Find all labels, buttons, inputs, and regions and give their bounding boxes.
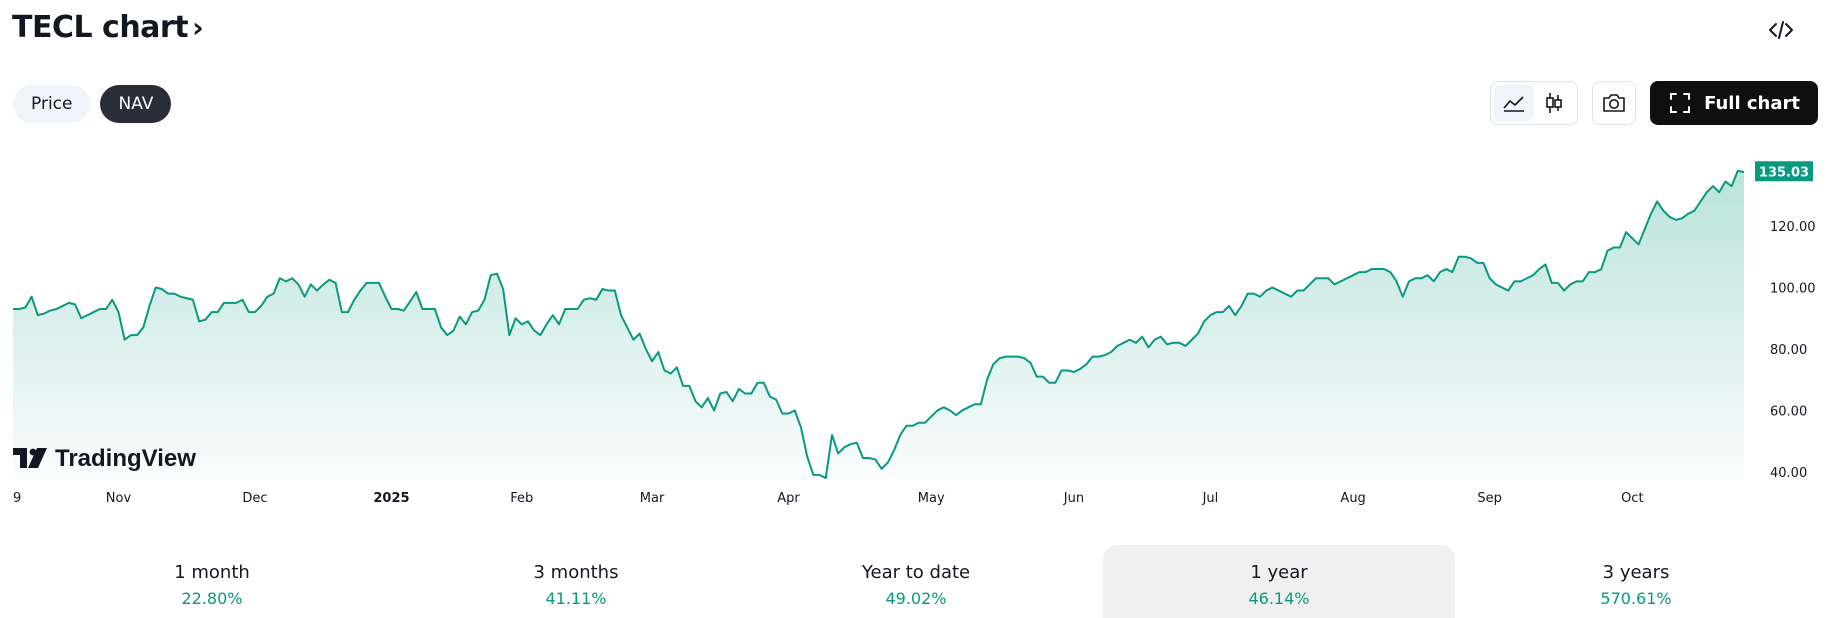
series-line (13, 169, 1745, 479)
candles-style-button[interactable] (1534, 85, 1574, 121)
last-value-badge (1755, 161, 1813, 182)
page-title: TECL chart (12, 10, 189, 45)
data-source-toggle: Price NAV (13, 85, 172, 123)
tab-3-years[interactable]: 3 years 570.61% (1460, 545, 1812, 618)
tradingview-logo[interactable]: TradingView (13, 445, 196, 472)
y-tick-label: 120.00 (1770, 220, 1816, 235)
tab-1-year[interactable]: 1 year 46.14% (1103, 545, 1455, 618)
y-tick-label: 40.00 (1770, 466, 1807, 481)
tradingview-logo-icon (13, 448, 47, 468)
embed-code-button[interactable] (1766, 16, 1796, 44)
tab-value: 570.61% (1600, 589, 1672, 608)
y-tick-label: 100.00 (1770, 281, 1816, 296)
x-tick-label: Feb (510, 491, 533, 506)
chart-toolbar: Full chart (1490, 81, 1818, 125)
price-pill[interactable]: Price (13, 85, 91, 123)
tradingview-wordmark: TradingView (55, 445, 196, 472)
tab-label: 3 months (533, 562, 619, 583)
tab-label: 1 month (174, 562, 250, 583)
snapshot-button[interactable] (1592, 81, 1637, 125)
x-tick-label: Jul (1202, 491, 1219, 506)
last-value-label: 135.03 (1759, 165, 1809, 180)
x-tick-label: Jun (1063, 491, 1084, 506)
tab-label: 1 year (1250, 562, 1308, 583)
x-tick-label: Nov (106, 491, 132, 506)
tab-value: 46.14% (1248, 589, 1310, 608)
x-tick-label: Apr (777, 491, 800, 506)
full-chart-button[interactable]: Full chart (1650, 81, 1818, 125)
x-tick-label: Dec (242, 491, 267, 506)
area-fill (13, 170, 1744, 479)
chart-title-link[interactable]: TECL chart › (12, 10, 204, 45)
chart-style-switch (1490, 81, 1579, 125)
tab-value: 22.80% (181, 589, 243, 608)
tab-year-to-date[interactable]: Year to date 49.02% (740, 545, 1092, 618)
code-embed-icon (1769, 21, 1793, 39)
tab-1-month[interactable]: 1 month 22.80% (36, 545, 388, 618)
area-layer (13, 169, 1745, 479)
nav-pill[interactable]: NAV (100, 85, 172, 123)
fullscreen-icon (1670, 93, 1691, 113)
candlestick-icon (1546, 93, 1562, 113)
area-style-button[interactable] (1494, 85, 1535, 121)
tab-label: Year to date (861, 562, 971, 583)
x-tick-label: Aug (1340, 491, 1365, 506)
tab-value: 41.11% (545, 589, 607, 608)
camera-icon (1603, 94, 1625, 112)
tab-value: 49.02% (885, 589, 947, 608)
chevron-right-icon: › (192, 11, 204, 44)
x-tick-label: May (918, 491, 945, 506)
x-tick-label: Sep (1477, 491, 1502, 506)
tab-label: 3 years (1602, 562, 1670, 583)
performance-tabs: 1 month 22.80% 3 months 41.11% Year to d… (0, 545, 1832, 618)
x-axis: 9 Nov Dec 2025 Feb Mar Apr May Jun Jul Aug Sep Oct (13, 491, 1644, 506)
y-tick-label: 80.00 (1770, 343, 1807, 358)
area-chart-icon (1503, 96, 1525, 112)
y-axis: 40.00 60.00 80.00 100.00 120.00 135.03 (1755, 161, 1816, 481)
x-tick-label: Mar (640, 491, 665, 506)
price-chart[interactable]: 40.00 60.00 80.00 100.00 120.00 135.03 9 Nov De… (0, 140, 1832, 510)
x-tick-label: Oct (1621, 491, 1643, 506)
full-chart-label: Full chart (1704, 92, 1800, 114)
y-tick-label: 60.00 (1770, 404, 1807, 419)
x-tick-label: 2025 (373, 491, 409, 506)
x-tick-label: 9 (13, 491, 21, 506)
tab-3-months[interactable]: 3 months 41.11% (400, 545, 752, 618)
